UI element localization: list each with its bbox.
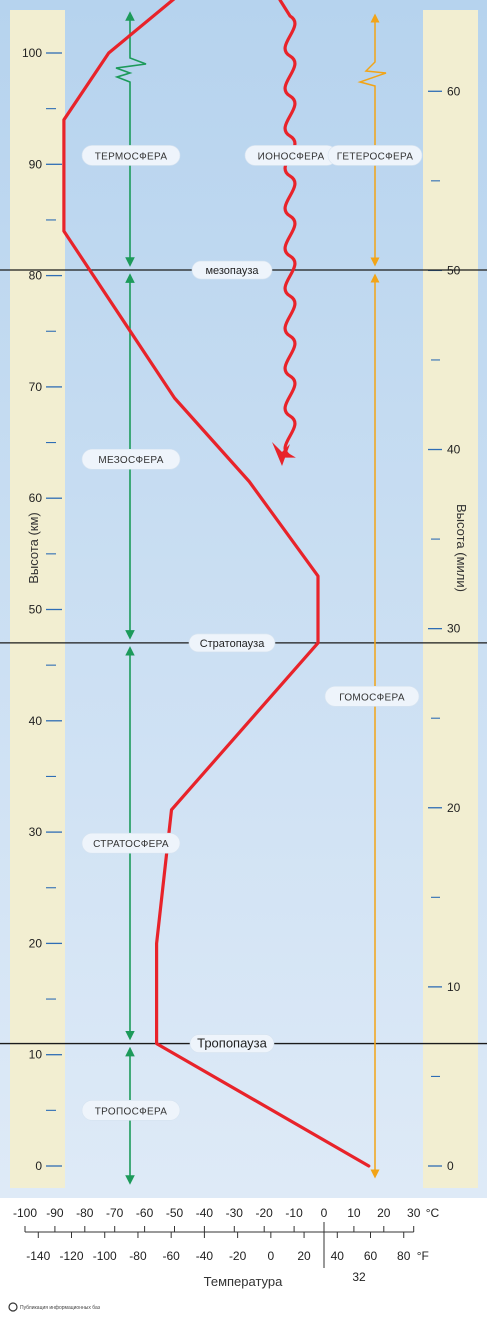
fahrenheit-tick-label: -20 [229, 1249, 247, 1263]
celsius-tick-label: -80 [76, 1206, 94, 1220]
mile-tick-label: 10 [447, 980, 461, 994]
mile-tick-label: 20 [447, 801, 461, 815]
celsius-tick-label: -100 [13, 1206, 37, 1220]
km-tick-label: 50 [29, 603, 43, 617]
freezing-point-label: 32 [352, 1270, 366, 1284]
region-label: ИОНОСФЕРА [258, 151, 325, 162]
layer-label-bg [81, 145, 181, 166]
celsius-tick-label: -50 [166, 1206, 184, 1220]
layer-label-bg [81, 448, 181, 470]
celsius-tick-label: 30 [407, 1206, 421, 1220]
celsius-tick-label: -10 [285, 1206, 303, 1220]
layer-arrow [114, 11, 147, 267]
credit-text: Публикация информационных баз [20, 1305, 101, 1311]
celsius-tick-label: -20 [256, 1206, 274, 1220]
km-tick-label: 20 [29, 936, 43, 950]
layer-label-bg [81, 1100, 181, 1121]
copyright-icon [8, 1302, 18, 1312]
celsius-unit: °C [426, 1206, 440, 1220]
celsius-tick-label: -60 [136, 1206, 154, 1220]
km-tick-label: 40 [29, 714, 43, 728]
fahrenheit-unit: °F [417, 1249, 429, 1263]
celsius-tick-label: 20 [377, 1206, 391, 1220]
sky-background [0, 0, 487, 1198]
celsius-tick-label: 0 [321, 1206, 328, 1220]
ionosphere-arrow [278, 0, 297, 458]
layer-label: СТРАТОСФЕРА [93, 839, 169, 850]
boundary-label: Стратопауза [200, 638, 266, 650]
boundary-label: мезопауза [205, 265, 259, 277]
layer-label: ТРОПОСФЕРА [95, 1106, 167, 1117]
km-tick-label: 0 [35, 1159, 42, 1173]
fahrenheit-tick-label: -80 [129, 1249, 147, 1263]
fahrenheit-tick-label: -100 [93, 1249, 117, 1263]
left-axis-title: Высота (км) [26, 512, 41, 584]
celsius-tick-label: 10 [347, 1206, 361, 1220]
ionosphere-arrowhead [272, 442, 290, 466]
km-tick-label: 30 [29, 825, 43, 839]
region-label-bg [324, 686, 420, 707]
fahrenheit-tick-label: 80 [397, 1249, 411, 1263]
fahrenheit-tick-label: 20 [297, 1249, 311, 1263]
temperature-axis-title: Температура [204, 1274, 284, 1289]
km-tick-label: 100 [22, 46, 42, 60]
km-tick-label: 80 [29, 269, 43, 283]
mile-tick-label: 30 [447, 622, 461, 636]
celsius-tick-label: -90 [46, 1206, 64, 1220]
region-label: ГОМОСФЕРА [339, 692, 405, 703]
region-label-bg [327, 145, 423, 166]
celsius-tick-label: -30 [226, 1206, 244, 1220]
boundary-label-bg [191, 260, 273, 280]
fahrenheit-tick-label: 60 [364, 1249, 378, 1263]
boundary-label-bg [188, 633, 276, 653]
region-label: ГЕТЕРОСФЕРА [337, 151, 414, 162]
fahrenheit-tick-label: -40 [196, 1249, 214, 1263]
heterosphere-arrow [357, 13, 387, 267]
layer-label-bg [81, 832, 181, 854]
fahrenheit-tick-label: 0 [268, 1249, 275, 1263]
mile-tick-label: 60 [447, 84, 461, 98]
layer-label: МЕЗОСФЕРА [98, 455, 163, 466]
boundary-label-bg [189, 1034, 275, 1053]
km-tick-label: 10 [29, 1048, 43, 1062]
boundary-label: Тропопауза [197, 1036, 268, 1051]
km-tick-label: 70 [29, 380, 43, 394]
left-altitude-band [10, 10, 65, 1188]
mile-tick-label: 0 [447, 1159, 454, 1173]
km-tick-label: 60 [29, 491, 43, 505]
celsius-tick-label: -70 [106, 1206, 124, 1220]
fahrenheit-tick-label: -140 [26, 1249, 50, 1263]
fahrenheit-tick-label: -60 [163, 1249, 181, 1263]
fahrenheit-tick-label: -120 [59, 1249, 83, 1263]
temperature-curve [62, 0, 371, 1168]
right-axis-title: Высота (мили) [454, 504, 469, 592]
celsius-tick-label: -40 [196, 1206, 214, 1220]
right-altitude-band [423, 10, 478, 1188]
km-tick-label: 90 [29, 157, 43, 171]
fahrenheit-tick-label: 40 [331, 1249, 345, 1263]
layer-label: ТЕРМОСФЕРА [95, 151, 168, 162]
mile-tick-label: 40 [447, 443, 461, 457]
